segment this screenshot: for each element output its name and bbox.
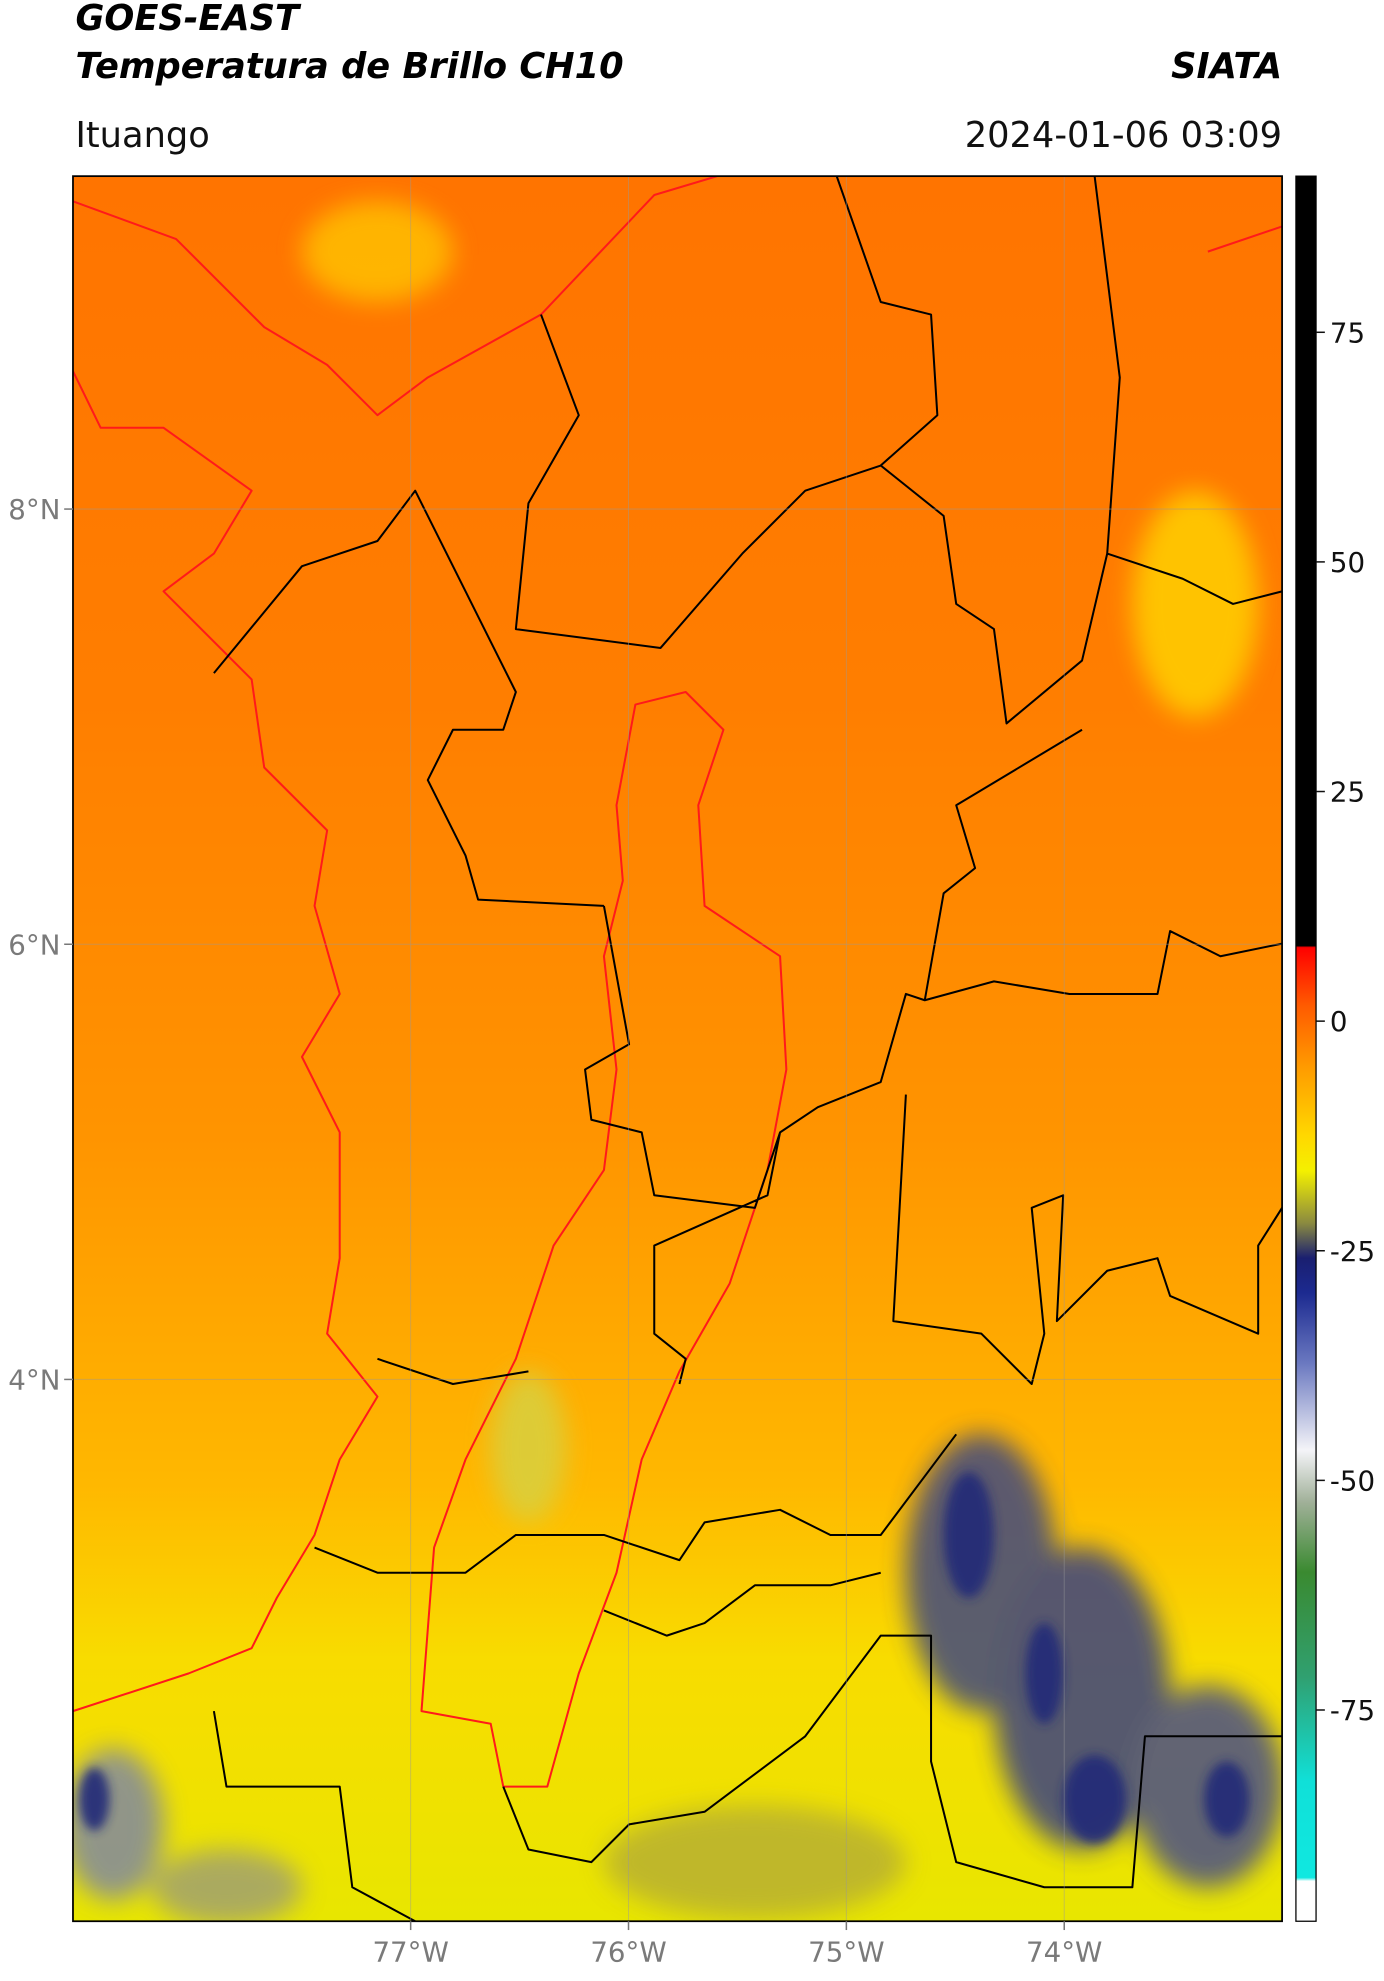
colorbar	[1295, 175, 1317, 1922]
map-frame	[72, 175, 1283, 1923]
x-tick-label: 77°W	[372, 1935, 448, 1968]
y-tick-label: 8°N	[8, 493, 60, 526]
location: Ituango	[75, 115, 209, 156]
colorbar-tick-label: 0	[1330, 1005, 1348, 1038]
y-tick-label: 4°N	[8, 1363, 60, 1396]
y-tick-label: 6°N	[8, 928, 60, 961]
colorbar-tick-label: -50	[1330, 1464, 1375, 1497]
title: GOES-EAST	[75, 0, 302, 39]
subtitle: Temperatura de Brillo CH10	[75, 46, 623, 87]
source: SIATA	[1171, 46, 1282, 87]
x-tick-label: 76°W	[590, 1935, 666, 1968]
colorbar-tick-label: -25	[1330, 1235, 1375, 1268]
datetime: 2024-01-06 03:09	[965, 115, 1282, 156]
grid	[72, 176, 1283, 1922]
colorbar-tick-label: 75	[1330, 316, 1365, 349]
colorbar-tick-label: 50	[1330, 546, 1365, 579]
axes: 77°W 76°W 75°W 74°W 8°N 6°N 4°N 75 50 25 0 -25 -50 -7…	[8, 316, 1375, 1968]
colorbar-tick-label: -75	[1330, 1694, 1375, 1727]
colorbar-tick-label: 25	[1330, 776, 1365, 809]
x-tick-label: 75°W	[808, 1935, 884, 1968]
x-tick-label: 74°W	[1026, 1935, 1102, 1968]
map-image	[72, 176, 1283, 1922]
